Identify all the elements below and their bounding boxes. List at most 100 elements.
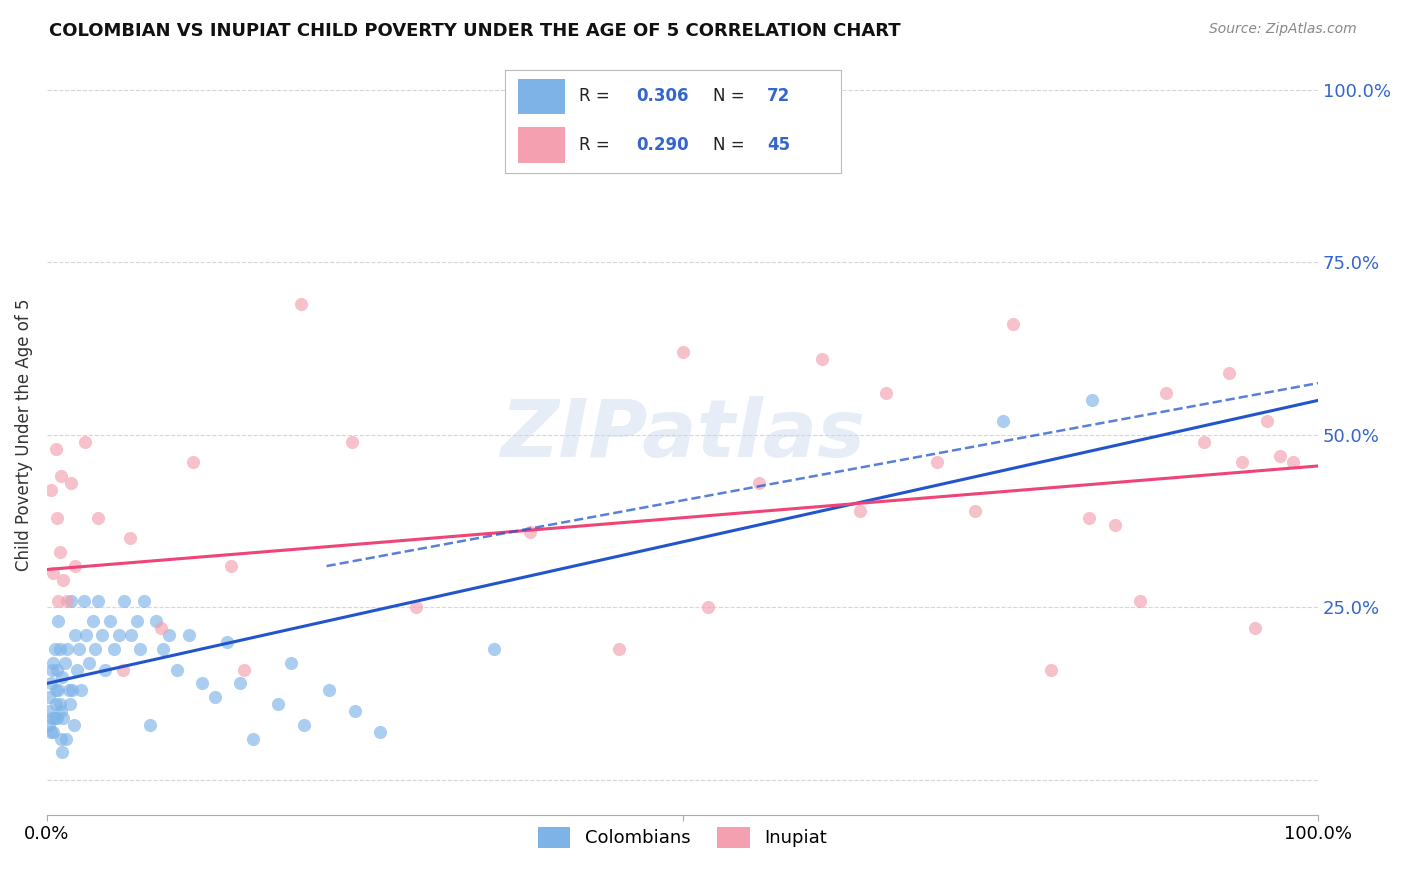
Point	[925, 455, 948, 469]
Point	[70, 683, 93, 698]
Point	[484, 641, 506, 656]
Point	[42, 566, 65, 580]
Point	[340, 434, 363, 449]
Point	[46, 711, 69, 725]
Point	[38, 690, 60, 705]
Point	[849, 504, 872, 518]
Text: Source: ZipAtlas.com: Source: ZipAtlas.com	[1209, 22, 1357, 37]
Point	[46, 615, 69, 629]
Point	[343, 704, 366, 718]
Point	[90, 628, 112, 642]
Point	[112, 663, 135, 677]
Point	[48, 641, 70, 656]
Point	[1281, 455, 1303, 469]
Point	[219, 559, 242, 574]
Point	[127, 615, 149, 629]
Point	[229, 676, 252, 690]
Point	[56, 641, 79, 656]
Point	[217, 635, 239, 649]
Text: ZIPatlas: ZIPatlas	[501, 396, 865, 474]
Point	[405, 600, 427, 615]
Point	[58, 683, 80, 698]
Point	[52, 711, 75, 725]
Point	[38, 718, 60, 732]
Point	[51, 746, 73, 760]
Point	[75, 628, 97, 642]
Point	[59, 697, 82, 711]
Point	[94, 663, 117, 677]
Point	[267, 697, 290, 711]
Point	[671, 345, 693, 359]
Point	[73, 593, 96, 607]
Point	[181, 455, 204, 469]
Point	[875, 386, 897, 401]
Point	[368, 724, 391, 739]
Point	[56, 593, 79, 607]
Point	[46, 683, 69, 698]
Point	[84, 641, 107, 656]
Point	[100, 615, 122, 629]
Point	[145, 615, 167, 629]
Point	[51, 669, 73, 683]
Point	[60, 476, 83, 491]
Point	[290, 296, 312, 310]
Point	[45, 697, 67, 711]
Point	[1078, 510, 1101, 524]
Point	[318, 683, 340, 698]
Point	[63, 628, 86, 642]
Point	[63, 559, 86, 574]
Point	[55, 731, 77, 746]
Point	[48, 697, 70, 711]
Point	[242, 731, 264, 746]
Point	[120, 628, 142, 642]
Point	[179, 628, 201, 642]
Point	[103, 641, 125, 656]
Point	[748, 476, 770, 491]
Point	[152, 641, 174, 656]
Point	[963, 504, 986, 518]
Y-axis label: Child Poverty Under the Age of 5: Child Poverty Under the Age of 5	[15, 299, 32, 571]
Point	[41, 663, 63, 677]
Legend: Colombians, Inupiat: Colombians, Inupiat	[530, 820, 834, 855]
Point	[811, 351, 834, 366]
Point	[519, 524, 541, 539]
Point	[1192, 434, 1215, 449]
Point	[1129, 593, 1152, 607]
Point	[191, 676, 214, 690]
Point	[157, 628, 180, 642]
Point	[42, 656, 65, 670]
Point	[39, 724, 62, 739]
Point	[49, 704, 72, 718]
Point	[49, 469, 72, 483]
Point	[52, 573, 75, 587]
Point	[1218, 366, 1240, 380]
Point	[41, 711, 63, 725]
Point	[37, 704, 59, 718]
Point	[73, 434, 96, 449]
Point	[1256, 414, 1278, 428]
Point	[1002, 318, 1025, 332]
Point	[114, 593, 136, 607]
Point	[60, 683, 83, 698]
Point	[1040, 663, 1063, 677]
Point	[44, 711, 66, 725]
Point	[166, 663, 188, 677]
Point	[87, 510, 110, 524]
Point	[1243, 621, 1265, 635]
Point	[39, 676, 62, 690]
Point	[280, 656, 302, 670]
Point	[607, 641, 630, 656]
Point	[1154, 386, 1177, 401]
Point	[87, 593, 110, 607]
Point	[49, 731, 72, 746]
Point	[1230, 455, 1253, 469]
Point	[1268, 449, 1291, 463]
Point	[118, 532, 141, 546]
Point	[204, 690, 226, 705]
Point	[77, 656, 100, 670]
Text: COLOMBIAN VS INUPIAT CHILD POVERTY UNDER THE AGE OF 5 CORRELATION CHART: COLOMBIAN VS INUPIAT CHILD POVERTY UNDER…	[49, 22, 901, 40]
Point	[67, 641, 90, 656]
Point	[128, 641, 150, 656]
Point	[292, 718, 315, 732]
Point	[62, 718, 84, 732]
